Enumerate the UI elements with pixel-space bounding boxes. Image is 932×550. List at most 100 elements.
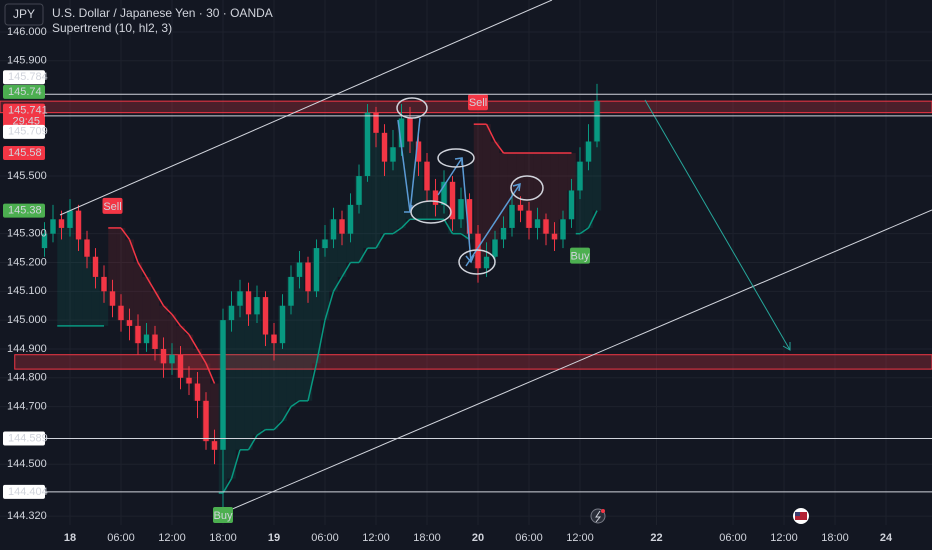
supertrend-line [205,363,216,384]
price-label-box [3,146,45,161]
x-tick-label: 06:00 [515,532,543,544]
supertrend-line [460,233,470,241]
candle-body [101,276,107,292]
supertrend-line [137,262,148,278]
candle-body [594,101,600,142]
supertrend-line [400,218,411,229]
candle-body [415,141,422,162]
supertrend-line [154,290,165,307]
candle-body [339,219,345,234]
supertrend-line [315,319,326,364]
supertrend-fill [116,227,126,321]
candle-body [313,248,320,292]
supertrend-line [332,276,343,292]
candle-body [84,239,90,257]
supertrend-fill [584,141,593,228]
supertrend-fill [261,334,270,430]
supertrend-fill [482,124,491,257]
candle-body [322,239,328,249]
supertrend-line [443,218,454,235]
supertrend-fill [558,153,568,220]
x-tick-label: 18:00 [413,532,441,544]
supertrend-fill [397,118,406,228]
supertrend-fill [74,239,83,326]
candle-body [152,334,158,349]
supertrend-fill [295,262,304,401]
wave-circle [510,175,544,201]
candle-body [441,181,447,205]
supertrend-fill [65,210,75,326]
candle-body [424,161,430,191]
supertrend-fill [286,276,296,407]
candle-body [58,219,65,228]
zones [0,100,932,370]
supertrend-fill [524,153,534,228]
chart-title: U.S. Dollar / Japanese Yen · 30 · OANDA [52,6,273,20]
price-label: 145.58 [8,147,42,159]
supertrend-fill [303,291,313,401]
flag-stripes [795,512,807,520]
candle-body [347,204,354,234]
y-tick-label: 144.700 [7,400,47,412]
supertrend-fill [142,276,151,335]
price-label: 145.38 [8,205,42,217]
axes: 146.000 145.900 145.500 145.300 145.200 145.1… [7,26,893,544]
price-label-box [3,124,45,139]
x-tick-label: 18:00 [821,532,849,544]
candle-body [177,354,184,378]
supertrend-fill [490,141,500,240]
supertrend-fill [422,190,432,220]
candle-body [432,190,439,205]
supertrend-fill [533,153,542,220]
candle-body [509,204,515,228]
candle-body [254,297,260,315]
supertrend-line [494,141,505,154]
candle-body [526,210,532,228]
candle-body [398,118,405,148]
x-tick-label: 12:00 [158,532,186,544]
supertrend-fill [320,239,330,321]
candle-body [262,297,269,335]
wave-circle [458,249,496,275]
supertrend-fill [414,161,423,220]
symbol-box[interactable] [4,3,44,26]
candle-body [203,400,209,442]
candle-body [169,354,175,364]
wave-arrow [437,157,463,196]
candle-body [560,219,566,240]
supertrend-line [485,123,496,142]
supertrend-line [307,363,318,401]
supertrend-fill [329,219,338,292]
candle-body [245,291,252,315]
drawings [59,0,932,511]
candle-body [381,132,388,162]
supertrend-line [273,420,284,431]
supertrend-fill [380,161,389,234]
supertrend-fill [99,291,109,326]
zone [14,354,932,370]
arrow-head [512,182,521,192]
price-label-box [3,431,45,446]
signal-label: Buy [214,510,233,522]
channel-line [229,209,932,511]
candle-body [237,291,243,306]
symbol[interactable]: JPY [13,7,35,21]
price-labels: SellBuySellBuy145.784145.74145.74129:451… [3,70,932,524]
candle-body [407,118,413,142]
supertrend-fill [57,227,66,326]
x-axis-band [0,525,932,550]
supertrend-line [579,227,589,235]
y-tick-label: 145.200 [7,256,47,268]
candle-body [568,190,575,220]
price-label: 145.709 [8,126,48,138]
candle-body [211,441,218,450]
x-tick-label: 24 [880,532,893,544]
arrow-head [782,342,791,351]
supertrend-line [179,325,190,336]
supertrend-fill [354,176,364,263]
supertrend-fill [150,291,160,349]
candle-body [194,383,201,401]
candle-body [118,305,124,321]
supertrend-fill [269,343,279,430]
